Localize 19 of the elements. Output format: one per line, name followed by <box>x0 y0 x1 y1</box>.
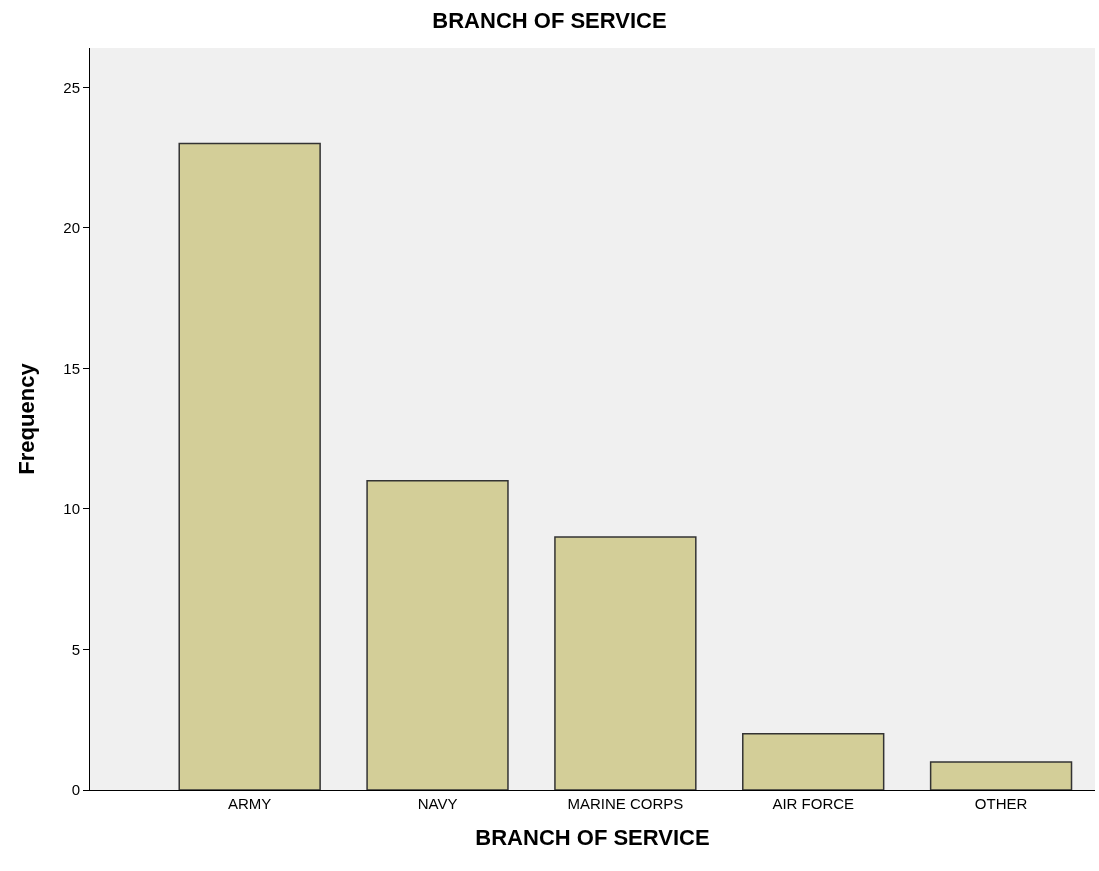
y-tick-label: 25 <box>63 78 80 96</box>
x-axis-title: BRANCH OF SERVICE <box>475 824 710 850</box>
x-tick-label: NAVY <box>417 795 458 812</box>
chart-title: BRANCH OF SERVICE <box>432 8 667 34</box>
y-axis-title: Frequency <box>14 362 40 475</box>
x-tick-label: AIR FORCE <box>772 795 855 812</box>
y-tick-label: 10 <box>63 500 80 518</box>
bar <box>742 733 885 790</box>
bar <box>178 142 321 790</box>
x-tick-label: MARINE CORPS <box>567 795 684 812</box>
bar <box>929 761 1073 790</box>
y-tick-label: 20 <box>63 219 80 237</box>
y-tick-label: 15 <box>63 359 80 377</box>
x-tick-label: OTHER <box>974 795 1028 812</box>
y-tick-label: 0 <box>71 781 80 799</box>
bar <box>554 536 697 790</box>
x-tick-label: ARMY <box>228 795 272 812</box>
bar <box>366 480 509 790</box>
y-tick-label: 5 <box>71 640 80 658</box>
